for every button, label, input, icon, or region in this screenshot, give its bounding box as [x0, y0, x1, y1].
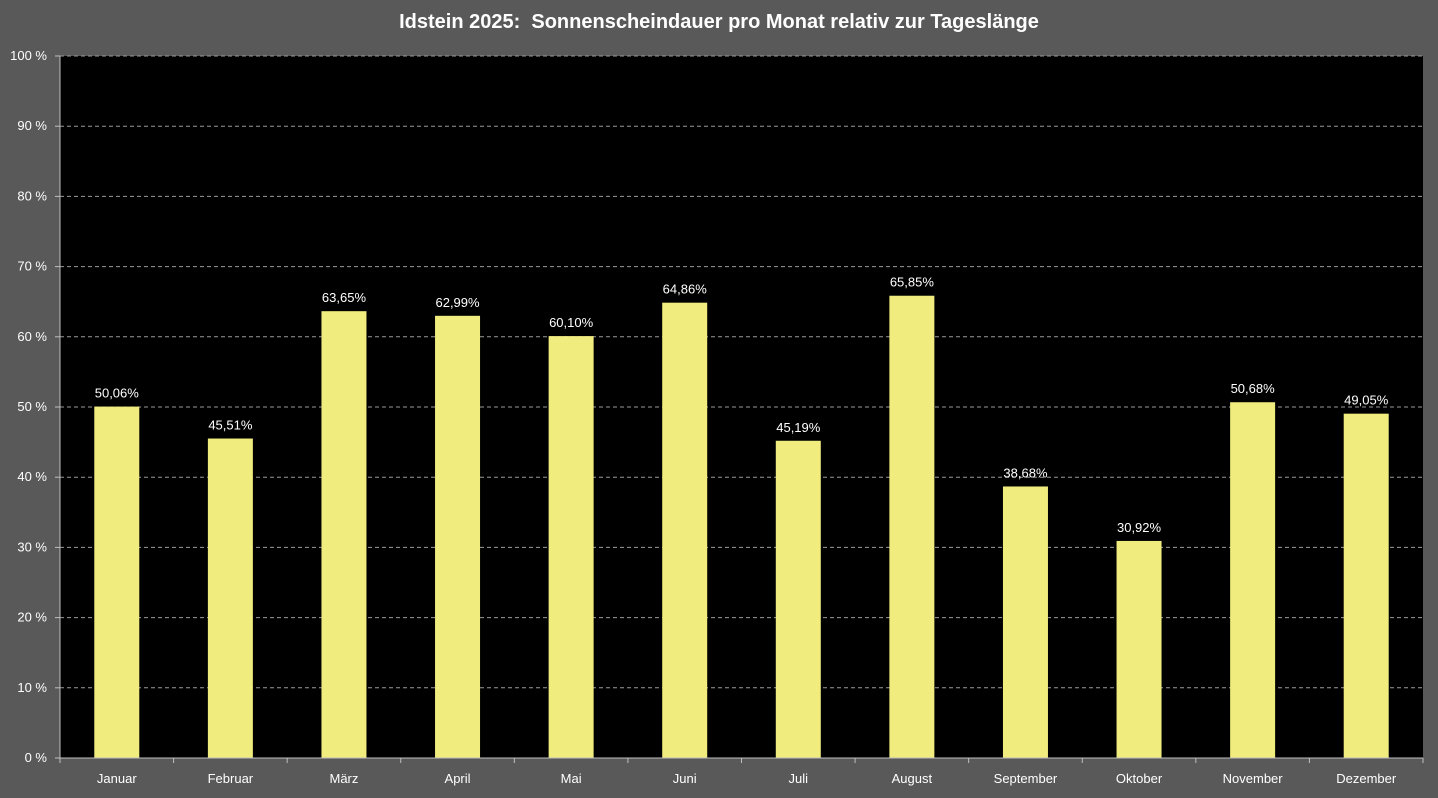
- x-tick-label: Oktober: [1116, 771, 1163, 786]
- y-tick-label: 70 %: [17, 259, 47, 274]
- gridlines: [60, 55, 1423, 689]
- x-axis: Januar Februar März April Mai Juni Juli August S…: [59, 757, 1424, 786]
- y-tick-label: 80 %: [17, 188, 47, 203]
- data-label: 62,99%: [435, 295, 480, 310]
- data-label: 30,92%: [1117, 520, 1162, 535]
- chart-title: Idstein 2025: Sonnenscheindauer pro Mona…: [399, 11, 1039, 33]
- data-label: 45,19%: [776, 420, 821, 435]
- x-tick-label: April: [445, 771, 471, 786]
- bar: [435, 315, 481, 758]
- bar: [889, 295, 935, 758]
- data-label: 65,85%: [890, 275, 935, 290]
- x-tick-label: August: [892, 771, 933, 786]
- data-label: 50,06%: [95, 386, 140, 401]
- bar: [1343, 413, 1389, 758]
- bar: [662, 302, 708, 758]
- x-tick-label: November: [1223, 771, 1284, 786]
- data-label: 50,68%: [1231, 381, 1276, 396]
- bars: [94, 295, 1389, 758]
- bar: [207, 438, 253, 758]
- x-tick-label: Dezember: [1336, 771, 1397, 786]
- data-label: 38,68%: [1003, 465, 1048, 480]
- data-label: 49,05%: [1344, 393, 1389, 408]
- y-tick-label: 40 %: [17, 469, 47, 484]
- y-tick-label: 100 %: [10, 48, 47, 63]
- x-tick-label: September: [994, 771, 1058, 786]
- data-labels: 50,06% 45,51% 63,65% 62,99% 60,10% 64,86% 45,1…: [95, 275, 1389, 535]
- bar: [1002, 486, 1048, 758]
- x-tick-label: März: [330, 771, 359, 786]
- x-tick-label: Februar: [208, 771, 254, 786]
- y-tick-label: 90 %: [17, 118, 47, 133]
- x-tick-label: Juni: [673, 771, 697, 786]
- data-label: 63,65%: [322, 290, 367, 305]
- data-label: 45,51%: [208, 418, 253, 433]
- data-label: 64,86%: [663, 282, 708, 297]
- bar: [94, 406, 140, 758]
- y-tick-label: 30 %: [17, 539, 47, 554]
- x-tick-label: Januar: [97, 771, 137, 786]
- y-axis: 0 % 10 % 20 % 30 % 40 % 50 % 60 % 70 % 80 % 90 % 1…: [10, 48, 61, 765]
- bar: [548, 336, 594, 758]
- bar: [321, 311, 367, 758]
- y-tick-label: 20 %: [17, 610, 47, 625]
- data-label: 60,10%: [549, 315, 594, 330]
- x-tick-label: Mai: [561, 771, 582, 786]
- y-tick-label: 60 %: [17, 329, 47, 344]
- y-tick-label: 10 %: [17, 680, 47, 695]
- bar: [775, 440, 821, 758]
- bar: [1116, 540, 1162, 758]
- bar: [1230, 402, 1276, 758]
- y-tick-label: 50 %: [17, 399, 47, 414]
- x-tick-label: Juli: [789, 771, 809, 786]
- y-tick-label: 0 %: [25, 750, 48, 765]
